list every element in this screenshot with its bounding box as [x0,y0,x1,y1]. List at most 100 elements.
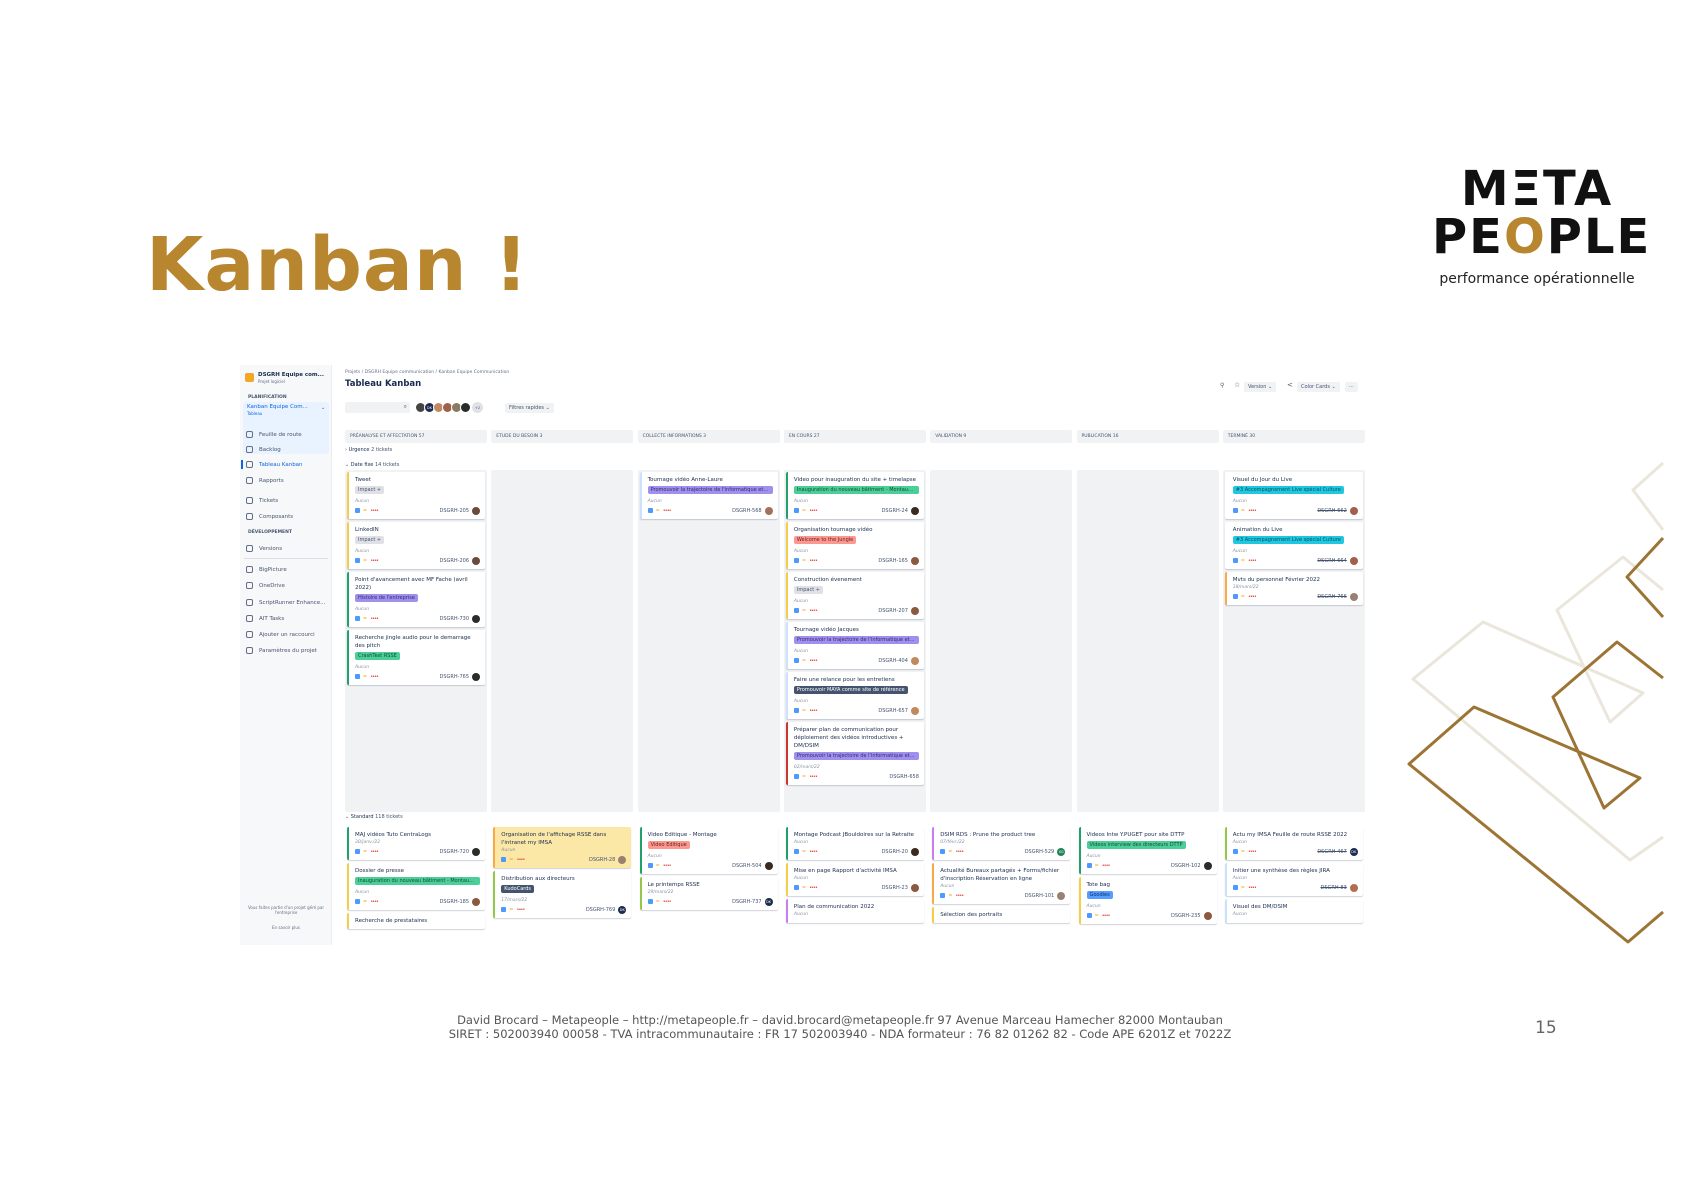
card-epic-label[interactable]: Inauguration du nouveau bâtiment - Monta… [355,877,480,885]
card-epic-label[interactable]: Promouvoir la trajectoire de l'informati… [793,752,919,760]
version-dropdown[interactable]: Version ⌄ [1244,382,1277,392]
kanban-card[interactable]: Faire une relance pour les entretiens Pro… [785,672,924,719]
kanban-card[interactable]: Tournage vidéo Jacques Promouvoir la traj… [785,622,924,669]
sidebar-item[interactable]: Ajouter un raccourci [246,628,315,641]
kanban-card[interactable]: Montage Podcast JBouldoires sur la Retra… [785,827,924,860]
sidebar-item[interactable]: ScriptRunner Enhance... [246,596,325,609]
assignee-avatar[interactable] [472,672,480,681]
card-epic-label[interactable]: Impact + [355,536,385,544]
learn-more-link[interactable]: En savoir plus [272,925,300,930]
issue-key[interactable]: DSGRH-529 [1024,848,1055,855]
issue-key[interactable]: DSGRH-664 [1317,557,1347,564]
card-epic-label[interactable]: Inauguration du nouveau bâtiment - Monta… [793,486,919,494]
card-epic-label[interactable]: CrashTest RSSE [355,652,400,660]
issue-key[interactable]: DSGRH-720 [439,848,469,855]
assignee-avatar[interactable] [1349,883,1358,892]
breadcrumb-item[interactable]: DSGRH Equipe communication [364,370,435,375]
kanban-card[interactable]: Recherche jingle audio pour le demarrage… [347,630,485,685]
assignee-avatar[interactable]: DK [764,897,773,906]
sidebar-item[interactable]: Paramètres du projet [246,644,317,657]
chevron-down-icon[interactable]: ⌄ [321,405,326,411]
assignee-avatar[interactable] [472,897,480,906]
issue-key[interactable]: DSGRH-101 [1024,892,1055,899]
assignee-avatar[interactable] [910,883,919,892]
issue-key[interactable]: DSGRH-24 [881,507,908,514]
column-header[interactable]: VALIDATION 9 [930,430,1073,443]
assignee-avatar[interactable]: SG [1057,847,1066,856]
card-epic-label[interactable]: Histoire de l'entreprise [355,594,418,602]
kanban-card[interactable]: Video pour inauguration du site + timela… [785,472,924,519]
issue-key[interactable]: DSGRH-205 [439,507,469,514]
kanban-card[interactable]: Recherche de prestataires [347,913,485,929]
swimlane-date-fixe[interactable]: ⌄ Date fixe 14 tickets [345,462,400,468]
kanban-card[interactable]: Plan de communication 2022 Aucun [785,899,924,923]
star-icon[interactable]: ☆ [1234,381,1241,389]
assignee-avatar[interactable] [910,706,919,715]
breadcrumb-item[interactable]: Kanban Equipe Communication [438,370,510,375]
pin-icon[interactable]: ⚲ [1220,382,1225,389]
kanban-card[interactable]: Actu my IMSA Feuille de route RSSE 2022 A… [1224,827,1363,860]
card-epic-label[interactable]: Impact + [355,486,385,494]
issue-key[interactable]: DSGRH-102 [1171,862,1201,869]
sidebar-item[interactable]: Tickets [246,494,278,507]
assignee-avatar[interactable] [910,847,919,856]
column-header[interactable]: PUBLICATION 16 [1076,430,1219,443]
assignee-avatar[interactable] [618,855,627,864]
assignee-avatar[interactable] [1203,861,1212,870]
sidebar-item[interactable]: AIT Tasks [246,612,284,625]
sidebar-item[interactable]: Rapports [246,474,284,487]
issue-key[interactable]: DSGRH-404 [878,657,908,664]
issue-key[interactable]: DSGRH-207 [878,607,908,614]
quick-filters-button[interactable]: Filtres rapides ⌄ [505,403,554,413]
issue-key[interactable]: DSGRH-467 [1317,848,1347,855]
more-avatars[interactable]: +2 [472,402,483,413]
kanban-card[interactable]: Video Editique - Montage Video Editique Au… [639,827,778,874]
assignee-avatar[interactable] [910,556,919,565]
card-epic-label[interactable]: KudoCards [501,885,535,893]
assignee-avatar[interactable] [910,506,919,515]
issue-key[interactable]: DSGRH-23 [881,884,908,891]
sidebar-item[interactable]: Versions [246,542,282,555]
project-name[interactable]: DSGRH Equipe com... [258,372,324,378]
issue-key[interactable]: DSGRH-165 [878,557,908,564]
kanban-card[interactable]: Mise en page Rapport d'activité IMSA Aucu… [785,863,924,896]
kanban-card[interactable]: Visuel du Jour du Live #3 Accompagnement … [1224,472,1363,519]
assignee-avatar[interactable] [1349,506,1358,515]
kanban-card[interactable]: Préparer plan de communication pour dépl… [785,722,924,785]
assignee-avatar[interactable] [1057,891,1066,900]
assignee-avatar[interactable] [472,556,480,565]
issue-key[interactable]: DSGRH-662 [1317,507,1347,514]
assignee-avatar[interactable] [472,506,480,515]
issue-key[interactable]: DSGRH-206 [439,557,469,564]
avatar-filter[interactable] [460,402,471,413]
assignee-avatar[interactable]: DK [618,905,627,914]
column-header[interactable]: TERMINÉ 30 [1222,430,1365,443]
kanban-card[interactable]: Point d'avancement avec MF Fache (avril … [347,572,485,627]
assignee-avatar[interactable] [1349,592,1358,601]
kanban-card[interactable]: MAJ vidéos Tuto CentraLogs 30/janv./22 = ••… [347,827,485,860]
sidebar-item[interactable]: Tableau Kanban [241,458,303,471]
sidebar-item[interactable]: BigPicture [246,563,287,576]
card-epic-label[interactable]: Welcome to the Jungle [793,536,857,544]
kanban-card[interactable]: Organisation tournage vidéo Welcome to th… [785,522,924,569]
kanban-card[interactable]: Distribution aux directeurs KudoCards 17/m… [493,871,632,918]
kanban-card[interactable]: Videos Intw Y.PUGET pour site DTTP Videos… [1078,827,1217,874]
board-selector[interactable]: Kanban Equipe Com... [247,404,308,410]
card-epic-label[interactable]: Promouvoir la trajectoire de l'informati… [647,486,773,494]
card-epic-label[interactable]: Promouvoir MAYA comme site de référence [793,686,908,694]
kanban-card[interactable]: Tweet Impact + Aucun = •••• DSGRH-205 [347,472,485,519]
breadcrumb-item[interactable]: Projets [345,370,361,375]
assignee-avatar[interactable] [910,606,919,615]
issue-key[interactable]: DSGRH-235 [1171,912,1201,919]
kanban-card[interactable]: Tournage vidéo Anne-Laure Promouvoir la t… [639,472,778,519]
card-epic-label[interactable]: #3 Accompagnement Live spécial Culture [1232,536,1344,544]
color-cards-dropdown[interactable]: Color Cards ⌄ [1297,382,1340,392]
issue-key[interactable]: DSGRH-28 [588,856,616,863]
kanban-card[interactable]: Organisation de l'affichage RSSE dans l'… [493,827,632,868]
card-epic-label[interactable]: #3 Accompagnement Live spécial Culture [1232,486,1344,494]
column-header[interactable]: COLLECTE INFORMATIONS 3 [637,430,780,443]
assignee-avatar[interactable]: DK [1349,847,1358,856]
kanban-card[interactable]: Visuel des DM/DSIM Aucun [1224,899,1363,923]
assignee-avatar[interactable] [1349,556,1358,565]
issue-key[interactable]: DSGRH-504 [732,862,762,869]
